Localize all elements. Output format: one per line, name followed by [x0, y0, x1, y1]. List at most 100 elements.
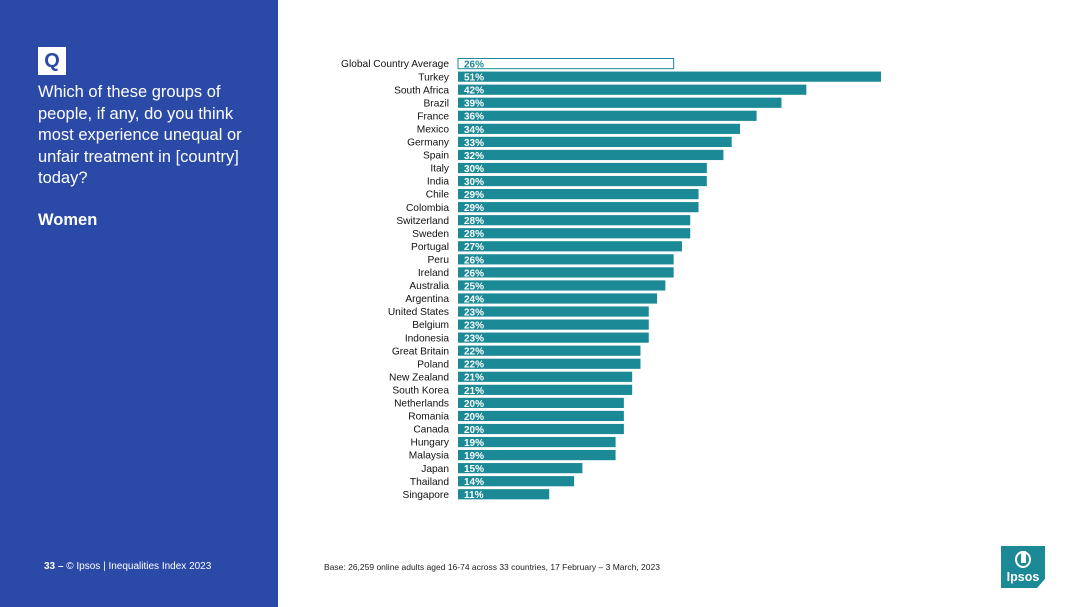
average-bar — [457, 58, 675, 70]
ipsos-logo-text: Ipsos — [1006, 570, 1040, 584]
value-label: 23% — [464, 334, 484, 345]
category-label: Germany — [407, 138, 450, 149]
category-label: Argentina — [405, 294, 449, 305]
value-label: 34% — [464, 125, 484, 136]
bar — [458, 189, 699, 200]
value-label: 21% — [464, 373, 484, 384]
category-label: Portugal — [411, 242, 449, 253]
bar — [458, 410, 624, 422]
ipsos-logo-mark-icon — [1015, 551, 1031, 568]
value-label: 22% — [464, 360, 484, 371]
page-footer: 33 – © Ipsos | Inequalities Index 2023 — [44, 561, 211, 572]
bar — [458, 476, 575, 487]
value-label: 23% — [464, 321, 484, 332]
category-label: France — [417, 111, 449, 122]
value-label: 27% — [464, 242, 484, 253]
bar — [458, 267, 674, 278]
bar — [458, 436, 616, 448]
value-label: 25% — [464, 281, 484, 292]
bar — [458, 149, 724, 161]
bar — [458, 319, 649, 330]
category-label: Turkey — [418, 72, 450, 83]
value-label: 19% — [464, 451, 484, 462]
category-label: South Korea — [392, 385, 449, 396]
category-label: Hungary — [410, 438, 449, 449]
bar — [458, 175, 707, 187]
value-label: 24% — [464, 294, 484, 305]
value-label: 28% — [464, 216, 484, 227]
value-label: 22% — [464, 347, 484, 358]
bar — [458, 358, 641, 369]
category-label: Spain — [423, 151, 449, 162]
category-label: Great Britain — [392, 346, 449, 357]
category-label: Sweden — [412, 229, 449, 240]
value-label: 30% — [464, 177, 484, 188]
value-label: 26% — [464, 255, 484, 266]
value-label: 36% — [464, 112, 484, 123]
bar — [458, 423, 624, 435]
bar — [458, 84, 807, 95]
sidebar-panel: Q Which of these groups of people, if an… — [0, 0, 278, 607]
category-label: Thailand — [410, 477, 449, 488]
bar — [458, 306, 649, 317]
bar — [458, 136, 732, 147]
value-label: 14% — [464, 477, 484, 488]
category-label: South Africa — [394, 85, 449, 96]
category-label: Malaysia — [409, 451, 450, 462]
value-label: 33% — [464, 138, 484, 149]
bar — [458, 215, 691, 226]
category-label: Canada — [413, 425, 449, 436]
category-label: Ireland — [418, 268, 449, 279]
value-label: 20% — [464, 425, 484, 436]
value-label: 32% — [464, 151, 484, 162]
value-label: 15% — [464, 464, 484, 475]
category-label: Italy — [430, 164, 450, 175]
value-label: 20% — [464, 399, 484, 410]
bar — [458, 345, 641, 356]
value-label: 51% — [464, 73, 484, 84]
category-label: Singapore — [403, 490, 450, 501]
bar — [458, 489, 550, 500]
category-label: Netherlands — [394, 399, 449, 410]
value-label: 26% — [464, 60, 484, 71]
copyright-text: © Ipsos | Inequalities Index 2023 — [66, 561, 212, 572]
bar — [458, 241, 682, 252]
category-label: Australia — [409, 281, 449, 292]
question-text: Which of these groups of people, if any,… — [38, 83, 242, 187]
value-label: 39% — [464, 99, 484, 110]
bar — [458, 371, 633, 382]
value-label: 19% — [464, 438, 484, 449]
bar — [458, 162, 707, 174]
bar — [458, 280, 666, 291]
category-label: Peru — [427, 255, 449, 266]
value-label: 20% — [464, 412, 484, 423]
ipsos-logo: Ipsos — [1001, 546, 1045, 588]
value-label: 23% — [464, 307, 484, 318]
question-badge: Q — [38, 47, 66, 75]
category-label: Indonesia — [405, 333, 450, 344]
category-label: Brazil — [424, 98, 449, 109]
bar — [458, 293, 658, 304]
value-label: 26% — [464, 268, 484, 279]
value-label: 21% — [464, 386, 484, 397]
category-label: Switzerland — [396, 216, 449, 227]
value-label: 29% — [464, 190, 484, 201]
category-label: Colombia — [406, 203, 449, 214]
bar — [458, 228, 691, 239]
group-subtitle: Women — [38, 211, 98, 229]
bar — [458, 71, 881, 82]
category-label: Mexico — [417, 124, 450, 135]
page-separator: – — [57, 561, 64, 572]
bar — [458, 110, 757, 121]
category-label: United States — [388, 307, 449, 318]
category-label: India — [427, 177, 449, 188]
value-label: 29% — [464, 203, 484, 214]
value-label: 28% — [464, 229, 484, 240]
category-label: New Zealand — [389, 372, 449, 383]
bar — [458, 397, 624, 408]
category-label: Poland — [417, 359, 449, 370]
bar — [458, 254, 674, 265]
category-label: Chile — [426, 190, 450, 201]
page-number: 33 — [44, 561, 56, 572]
